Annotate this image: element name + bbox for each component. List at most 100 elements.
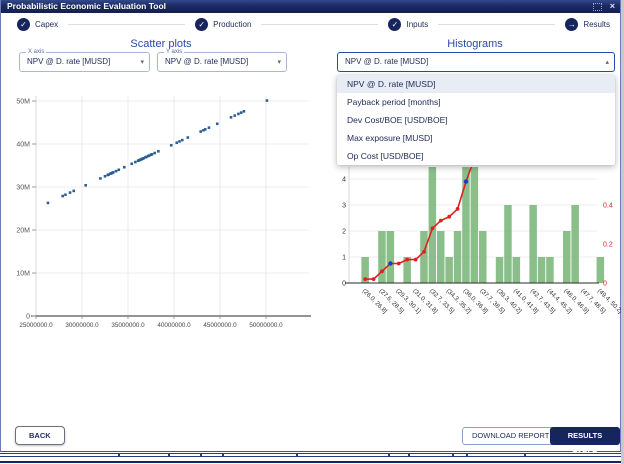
underlying-window-tick <box>388 454 390 457</box>
arrow-icon: → <box>565 17 579 31</box>
cumulative-point <box>396 261 401 266</box>
underlying-window-tick <box>466 454 468 457</box>
underlying-window-tick <box>118 454 120 457</box>
close-icon[interactable]: × <box>609 1 615 11</box>
histogram-bars <box>361 167 605 283</box>
dropdown-option[interactable]: NPV @ D. rate [MUSD] <box>337 75 615 93</box>
dropdown-option[interactable]: Max exposure [MUSD] <box>347 133 433 143</box>
title-bar: Probabilistic Economic Evaluation Tool × <box>1 0 620 13</box>
check-icon: ✓ <box>195 17 209 31</box>
cumulative-point <box>405 257 410 262</box>
y-axis-label: Y axis <box>164 49 185 55</box>
download-report-button[interactable]: DOWNLOAD REPORT <box>462 427 560 445</box>
scatter-plot: 0 10M 20M 30M 40M 50M 25000000.0 30000000.0 3500… <box>16 96 311 329</box>
histogram-variable-dropdown: NPV @ D. rate [MUSD] Payback period [mont… <box>337 75 615 165</box>
chevron-up-icon: ▴ <box>605 59 609 66</box>
underlying-window-line <box>0 456 621 457</box>
stepper-connector <box>261 23 379 25</box>
scatter-y-tick-labels: 0 10M 20M 30M 40M 50M <box>16 98 36 320</box>
stepper-step-label: Capex <box>35 19 59 29</box>
underlying-window-edge <box>0 452 621 464</box>
percentile-marker <box>463 179 469 184</box>
check-icon: ✓ <box>388 17 402 31</box>
svg-text:0.4: 0.4 <box>603 203 613 210</box>
dropdown-option[interactable]: Payback period [months] <box>347 97 441 107</box>
stepper-step-label: Results <box>583 19 610 29</box>
cumulative-point <box>363 277 368 281</box>
underlying-window-line <box>0 453 621 454</box>
stepper-step-production[interactable]: ✓ Production <box>195 17 252 31</box>
cumulative-point <box>413 257 418 262</box>
svg-text:0: 0 <box>603 281 607 288</box>
underlying-window-tick <box>168 454 170 457</box>
cumulative-line <box>363 167 473 281</box>
restore-icon[interactable] <box>592 2 602 11</box>
histograms-section-title: Histograms <box>447 38 503 50</box>
svg-text:0: 0 <box>26 313 30 320</box>
x-axis-value: NPV @ D. rate [MUSD] <box>27 57 111 66</box>
svg-text:30M: 30M <box>16 184 30 191</box>
results-table-button[interactable]: RESULTS TABLE <box>550 427 620 458</box>
x-axis-label: X axis <box>26 49 47 55</box>
cumulative-point <box>380 269 384 274</box>
desktop-background-strip <box>621 0 624 464</box>
stepper-connector <box>68 23 186 25</box>
scatter-x-axis-select[interactable]: X axis NPV @ D. rate [MUSD] ▾ <box>19 49 150 72</box>
dropdown-option[interactable]: Op Cost [USD/BOE] <box>347 151 424 161</box>
svg-text:0: 0 <box>342 281 346 288</box>
y-axis-value: NPV @ D. rate [MUSD] <box>165 57 249 66</box>
scatter-x-tick-labels: 25000000.0 30000000.0 35000000.0 40000000.0… <box>19 316 283 329</box>
stepper-step-results[interactable]: → Results <box>565 17 610 31</box>
svg-text:3: 3 <box>342 203 346 210</box>
percentile-marker <box>388 261 393 266</box>
chevron-down-icon: ▾ <box>140 59 144 66</box>
underlying-window-tick <box>222 454 224 457</box>
stepper-connector <box>438 23 556 25</box>
stepper-step-capex[interactable]: ✓ Capex <box>17 17 59 31</box>
scatter-section-title: Scatter plots <box>130 38 192 50</box>
svg-text:20M: 20M <box>16 227 30 234</box>
back-button[interactable]: BACK <box>15 426 65 445</box>
dropdown-option[interactable]: Dev Cost/BOE [USD/BOE] <box>347 115 448 125</box>
cumulative-point <box>438 218 443 223</box>
svg-text:2: 2 <box>342 229 346 236</box>
underlying-window-border <box>0 461 621 463</box>
underlying-window-tick <box>524 454 526 457</box>
histogram-right-tick-labels: 0 0.2 0.4 <box>603 203 613 288</box>
scatter-y-axis-select[interactable]: Y axis NPV @ D. rate [MUSD] ▾ <box>157 49 287 72</box>
scatter-gridlines <box>35 96 309 316</box>
histogram-select-value: NPV @ D. rate [MUSD] <box>345 57 429 66</box>
stepper-step-inputs[interactable]: ✓ Inputs <box>388 17 429 31</box>
underlying-window-tick <box>200 454 202 457</box>
underlying-window-tick <box>452 454 454 457</box>
stepper: ✓ Capex ✓ Production ✓ Inputs → Results <box>17 15 610 33</box>
histogram-x-tick-labels: (26.0, 26.8](27.6, 28.5](29.3, 30.1](31.… <box>361 287 623 315</box>
histogram-left-tick-labels: 0 1 2 3 4 <box>342 177 346 288</box>
svg-text:45000000.0: 45000000.0 <box>203 322 237 329</box>
scatter-points <box>46 99 269 205</box>
svg-text:30000000.0: 30000000.0 <box>65 322 99 329</box>
svg-text:0.2: 0.2 <box>603 242 613 249</box>
stepper-step-label: Production <box>213 19 252 29</box>
svg-text:4: 4 <box>342 177 346 184</box>
histogram-chart: 0 1 2 3 4 0 0.2 0.4 (26.0, 26.8](27.6, 28.5](29.… <box>342 167 623 315</box>
svg-text:50M: 50M <box>16 98 30 105</box>
underlying-window-tick <box>296 454 298 457</box>
svg-text:40000000.0: 40000000.0 <box>157 322 191 329</box>
cumulative-point <box>430 226 435 231</box>
svg-text:1: 1 <box>342 255 346 262</box>
underlying-window-tick <box>408 454 410 457</box>
svg-text:50000000.0: 50000000.0 <box>249 322 283 329</box>
svg-text:25000000.0: 25000000.0 <box>19 322 53 329</box>
svg-text:10M: 10M <box>16 270 30 277</box>
window-title: Probabilistic Economic Evaluation Tool <box>7 1 167 11</box>
check-icon: ✓ <box>17 17 30 31</box>
histogram-variable-select[interactable]: NPV @ D. rate [MUSD] ▴ <box>337 52 615 72</box>
cumulative-point <box>371 277 376 281</box>
cumulative-point <box>447 214 452 219</box>
chevron-down-icon: ▾ <box>277 59 281 66</box>
svg-text:40M: 40M <box>16 141 30 148</box>
stepper-step-label: Inputs <box>406 19 429 29</box>
cumulative-point <box>455 207 460 211</box>
